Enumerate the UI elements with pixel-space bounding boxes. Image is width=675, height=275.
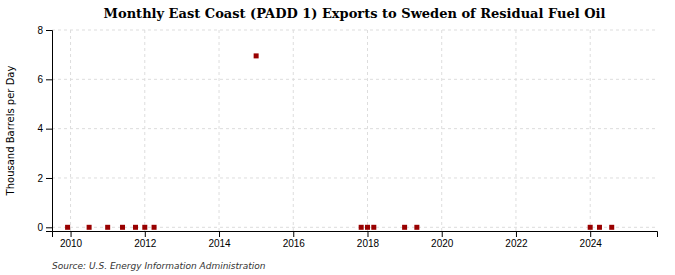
x-tick: 2020 (431, 231, 454, 249)
chart: 2010 2012 2014 2016 2018 2020 2022 2024 0 2 4 6 8 Mon… (0, 0, 675, 275)
point (402, 225, 407, 230)
x-tick: 2024 (580, 231, 603, 249)
point (365, 225, 370, 230)
x-tick-mark (145, 231, 146, 237)
x-tick: 2010 (60, 231, 83, 249)
y-tick-label: 0 (37, 222, 43, 233)
y-tick: 0 (37, 222, 52, 233)
plot: 2010 2012 2014 2016 2018 2020 2022 2024 0 2 4 6 8 (37, 25, 657, 249)
point (133, 225, 138, 230)
x-tick-mark (219, 231, 220, 237)
point (414, 225, 419, 230)
x-tick-mark (442, 231, 443, 237)
x-axis: 2010 2012 2014 2016 2018 2020 2022 2024 (53, 231, 658, 249)
grid (52, 30, 657, 231)
x-tick: 2022 (505, 231, 528, 249)
x-grid-line (590, 30, 591, 231)
x-grid-line (441, 30, 442, 231)
point (609, 225, 614, 230)
point (254, 53, 259, 58)
point (87, 225, 92, 230)
point (65, 225, 70, 230)
y-tick: 4 (37, 123, 52, 134)
point (359, 225, 364, 230)
y-tick: 8 (37, 25, 52, 36)
x-tick: 2014 (208, 231, 231, 249)
point (152, 225, 157, 230)
x-tick-mark (71, 231, 72, 237)
point (142, 225, 147, 230)
x-tick-mark (367, 231, 368, 237)
y-grid-line (52, 177, 657, 178)
y-tick-mark (46, 30, 52, 31)
point (371, 225, 376, 230)
x-grid-line (219, 30, 220, 231)
y-tick: 6 (37, 74, 52, 85)
title: Monthly East Coast (PADD 1) Exports to S… (104, 6, 606, 21)
y-axis: 0 2 4 6 8 (37, 25, 52, 233)
x-tick: 2012 (134, 231, 157, 249)
x-tick-label: 2010 (60, 238, 83, 249)
y-axis-line (46, 31, 53, 232)
x-tick-mark (590, 231, 591, 237)
x-tick: 2018 (357, 231, 380, 249)
x-grid-line (70, 30, 71, 231)
y-tick-mark (46, 227, 52, 228)
source: Source: U.S. Energy Information Administ… (52, 261, 266, 271)
y-tick-label: 4 (37, 123, 43, 134)
x-tick-label: 2016 (283, 238, 306, 249)
x-tick-label: 2022 (505, 238, 528, 249)
y-tick: 2 (37, 173, 52, 184)
y-axis-label: Thousand Barrels per Day (5, 66, 16, 197)
y-grid-line (52, 30, 657, 31)
x-grid-line (293, 30, 294, 231)
y-grid-line (52, 79, 657, 80)
x-tick: 2016 (283, 231, 306, 249)
x-tick-label: 2020 (431, 238, 454, 249)
x-tick-label: 2024 (580, 238, 603, 249)
y-tick-label: 2 (37, 173, 43, 184)
x-grid-line (515, 30, 516, 231)
x-tick-mark (516, 231, 517, 237)
y-tick-mark (46, 129, 52, 130)
y-tick-mark (46, 178, 52, 179)
x-tick-label: 2012 (134, 238, 157, 249)
point (105, 225, 110, 230)
y-tick-label: 6 (37, 74, 43, 85)
x-grid-line (144, 30, 145, 231)
points (65, 53, 614, 229)
x-tick-label: 2014 (208, 238, 231, 249)
x-axis-line (53, 232, 658, 238)
y-grid-line (52, 128, 657, 129)
x-grid-line (367, 30, 368, 231)
point (597, 225, 602, 230)
x-tick-mark (293, 231, 294, 237)
x-tick-label: 2018 (357, 238, 380, 249)
y-tick-label: 8 (37, 25, 43, 36)
y-tick-mark (46, 79, 52, 80)
point (120, 225, 125, 230)
point (588, 225, 593, 230)
